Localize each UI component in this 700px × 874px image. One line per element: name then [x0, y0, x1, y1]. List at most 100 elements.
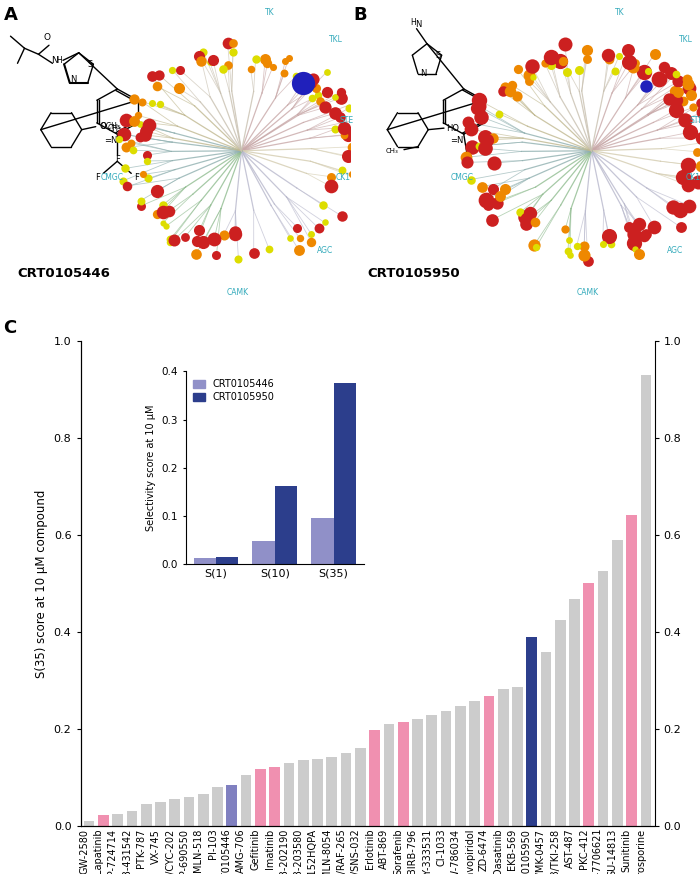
Bar [284, 763, 294, 826]
Point [692, 176, 700, 190]
Point [129, 114, 140, 128]
Point [603, 48, 614, 62]
Text: A: A [4, 6, 18, 24]
Point [526, 59, 538, 73]
Point [673, 85, 684, 99]
Text: N: N [415, 19, 421, 29]
Point [675, 220, 686, 234]
Point [336, 209, 347, 223]
Point [670, 66, 681, 80]
Point [140, 124, 151, 138]
Point [597, 237, 608, 251]
Point [629, 227, 640, 241]
Point [476, 179, 487, 193]
Legend: CRT0105446, CRT0105950: CRT0105446, CRT0105950 [190, 377, 277, 405]
Point [491, 196, 503, 210]
Point [336, 163, 347, 177]
Point [545, 59, 557, 73]
Point [638, 229, 650, 243]
Point [529, 215, 540, 229]
Point [157, 205, 168, 219]
Text: CK1: CK1 [335, 173, 351, 183]
Point [687, 101, 699, 114]
Point [527, 70, 538, 84]
Point [174, 63, 186, 77]
Point [479, 129, 490, 143]
Y-axis label: Selectivity score at 10 μM: Selectivity score at 10 μM [146, 405, 156, 531]
Point [151, 184, 162, 198]
Point [154, 68, 165, 82]
Bar [216, 557, 238, 564]
Bar [212, 787, 223, 826]
Point [335, 110, 346, 124]
Point [582, 52, 593, 66]
Point [260, 52, 271, 66]
Point [683, 80, 694, 94]
Point [120, 113, 132, 127]
Point [682, 178, 694, 192]
Point [603, 52, 615, 66]
Point [335, 85, 346, 99]
Bar [598, 572, 608, 826]
Point [684, 198, 695, 212]
Point [480, 142, 491, 156]
Text: O: O [99, 122, 106, 131]
Bar [127, 811, 137, 826]
Point [512, 89, 523, 103]
Point [505, 84, 516, 98]
Point [528, 239, 540, 253]
Text: STE: STE [340, 116, 354, 125]
Text: AGC: AGC [317, 246, 334, 254]
Bar [584, 583, 594, 826]
Bar [612, 540, 623, 826]
Point [561, 65, 572, 79]
Point [465, 122, 476, 136]
Point [640, 227, 651, 241]
Text: OCH₃: OCH₃ [101, 122, 121, 131]
Point [125, 135, 136, 149]
Point [557, 54, 568, 68]
Point [699, 114, 700, 128]
Point [127, 143, 139, 157]
Point [142, 171, 153, 185]
Point [138, 168, 149, 182]
Point [506, 78, 517, 92]
Bar [441, 711, 452, 826]
Text: C: C [4, 319, 17, 337]
Point [500, 80, 511, 94]
Point [144, 118, 155, 132]
Text: H: H [57, 56, 62, 65]
Point [554, 53, 566, 67]
Point [120, 180, 132, 194]
Point [643, 64, 654, 78]
Point [630, 242, 641, 256]
Bar [384, 724, 394, 826]
Point [228, 36, 239, 50]
Point [245, 62, 256, 76]
Point [230, 225, 241, 239]
Point [329, 122, 340, 136]
Point [222, 36, 233, 50]
Bar [270, 766, 280, 826]
Point [198, 45, 209, 59]
Bar [555, 620, 566, 826]
Point [494, 190, 505, 204]
Point [119, 162, 130, 176]
Point [649, 47, 660, 61]
Bar [341, 753, 351, 826]
Point [164, 234, 176, 248]
Point [292, 220, 303, 234]
Point [263, 242, 274, 256]
Point [629, 56, 641, 70]
Point [494, 107, 505, 121]
Text: S: S [435, 51, 441, 59]
Point [524, 206, 536, 220]
Point [198, 235, 209, 249]
Point [624, 220, 635, 234]
Point [467, 140, 478, 154]
Point [194, 49, 205, 63]
Text: TK: TK [265, 8, 274, 17]
Text: H: H [410, 18, 416, 27]
Text: CAMK: CAMK [577, 288, 599, 297]
Text: HO: HO [447, 123, 459, 133]
